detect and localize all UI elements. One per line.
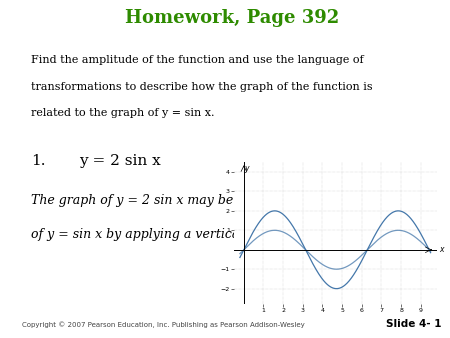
Text: Find the amplitude of the function and use the language of: Find the amplitude of the function and u… xyxy=(31,55,364,65)
Text: related to the graph of y = sin x.: related to the graph of y = sin x. xyxy=(31,108,215,118)
Text: 1.: 1. xyxy=(31,154,45,168)
Text: Slide 4- 1: Slide 4- 1 xyxy=(386,319,441,329)
Text: The graph of y = 2 sin x may be obtained from the graph: The graph of y = 2 sin x may be obtained… xyxy=(31,194,392,207)
Text: y = 2 sin x: y = 2 sin x xyxy=(79,154,161,168)
Text: Copyright © 2007 Pearson Education, Inc. Publishing as Pearson Addison-Wesley: Copyright © 2007 Pearson Education, Inc.… xyxy=(22,321,305,328)
Text: Homework, Page 392: Homework, Page 392 xyxy=(125,9,339,27)
Text: transformations to describe how the graph of the function is: transformations to describe how the grap… xyxy=(31,81,373,92)
Text: x: x xyxy=(440,245,444,254)
Text: of y = sin x by applying a vertical stretch of 2.: of y = sin x by applying a vertical stre… xyxy=(31,227,324,241)
Text: y: y xyxy=(244,164,249,173)
